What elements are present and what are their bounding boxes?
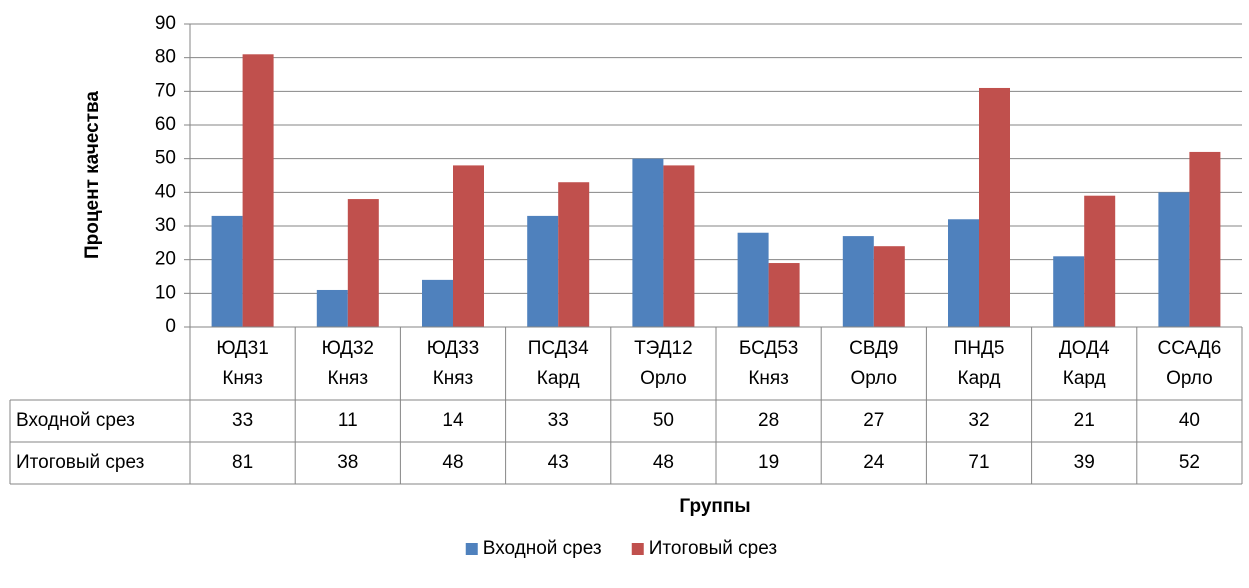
y-tick-label: 60 [155, 114, 176, 135]
y-tick-label: 90 [155, 13, 176, 34]
bar [663, 165, 695, 327]
legend-label: Входной срез [483, 538, 602, 559]
bar [1189, 151, 1221, 327]
bar [873, 246, 905, 327]
x-tick-label: ССАД6 Орло [1157, 337, 1222, 389]
table-value: 27 [863, 410, 884, 431]
bar [527, 215, 559, 327]
bar [1158, 192, 1190, 327]
x-tick-label: ПНД5 Кард [953, 337, 1005, 389]
bar [316, 289, 348, 327]
bar [632, 158, 664, 327]
y-tick-label: 70 [155, 80, 176, 101]
table-row-header: Входной срез [16, 410, 135, 431]
table-value: 19 [758, 452, 779, 473]
x-tick-label: ЮД31 Княз [216, 337, 269, 389]
table-value: 48 [653, 452, 674, 473]
table-value: 40 [1179, 410, 1200, 431]
table-value: 32 [968, 410, 989, 431]
legend-swatch [465, 543, 478, 555]
table-value: 81 [232, 452, 253, 473]
bar [242, 54, 274, 328]
x-tick-label: ПСД34 Кард [527, 337, 589, 389]
x-axis-title: Группы [679, 496, 750, 517]
y-tick-label: 80 [155, 47, 176, 68]
bar [737, 232, 769, 327]
y-axis-title: Процент качества [82, 91, 103, 259]
legend-swatch [631, 543, 644, 555]
y-tick-label: 50 [155, 148, 176, 169]
x-tick-label: ТЭД12 Орло [634, 337, 693, 389]
table-value: 14 [442, 410, 464, 431]
table-value: 24 [863, 452, 885, 473]
legend-label: Итоговый срез [649, 538, 777, 559]
y-tick-label: 40 [155, 181, 176, 202]
table-value: 43 [548, 452, 569, 473]
table-value: 71 [968, 452, 989, 473]
x-tick-label: ЮД32 Княз [321, 337, 374, 389]
table-value: 50 [653, 410, 674, 431]
table-value: 48 [442, 452, 463, 473]
x-tick-label: СВД9 Орло [849, 337, 899, 389]
x-tick-label: ЮД33 Княз [426, 337, 480, 389]
y-tick-label: 0 [165, 316, 176, 337]
bar [1053, 256, 1085, 327]
table-row-header: Итоговый срез [16, 452, 144, 473]
table-value: 39 [1074, 452, 1095, 473]
table-value: 11 [338, 410, 358, 431]
bar [948, 219, 979, 327]
bar [1084, 195, 1116, 327]
table-value: 21 [1074, 410, 1095, 431]
table-value: 33 [548, 410, 569, 431]
y-tick-label: 20 [155, 249, 176, 270]
bar [842, 236, 874, 327]
table-value: 28 [758, 410, 779, 431]
table-value: 33 [232, 410, 253, 431]
x-tick-label: БСД53 Княз [738, 337, 799, 389]
bar [453, 165, 484, 327]
y-tick-label: 10 [155, 282, 176, 303]
y-tick-label: 30 [155, 215, 176, 236]
table-value: 38 [337, 452, 358, 473]
bar [347, 199, 379, 327]
bar [211, 215, 243, 327]
bar [979, 87, 1010, 327]
x-tick-label: ДОД4 Кард [1058, 337, 1110, 389]
bar [422, 279, 453, 327]
bar [768, 263, 800, 327]
table-value: 52 [1179, 452, 1200, 473]
bar [558, 182, 590, 327]
